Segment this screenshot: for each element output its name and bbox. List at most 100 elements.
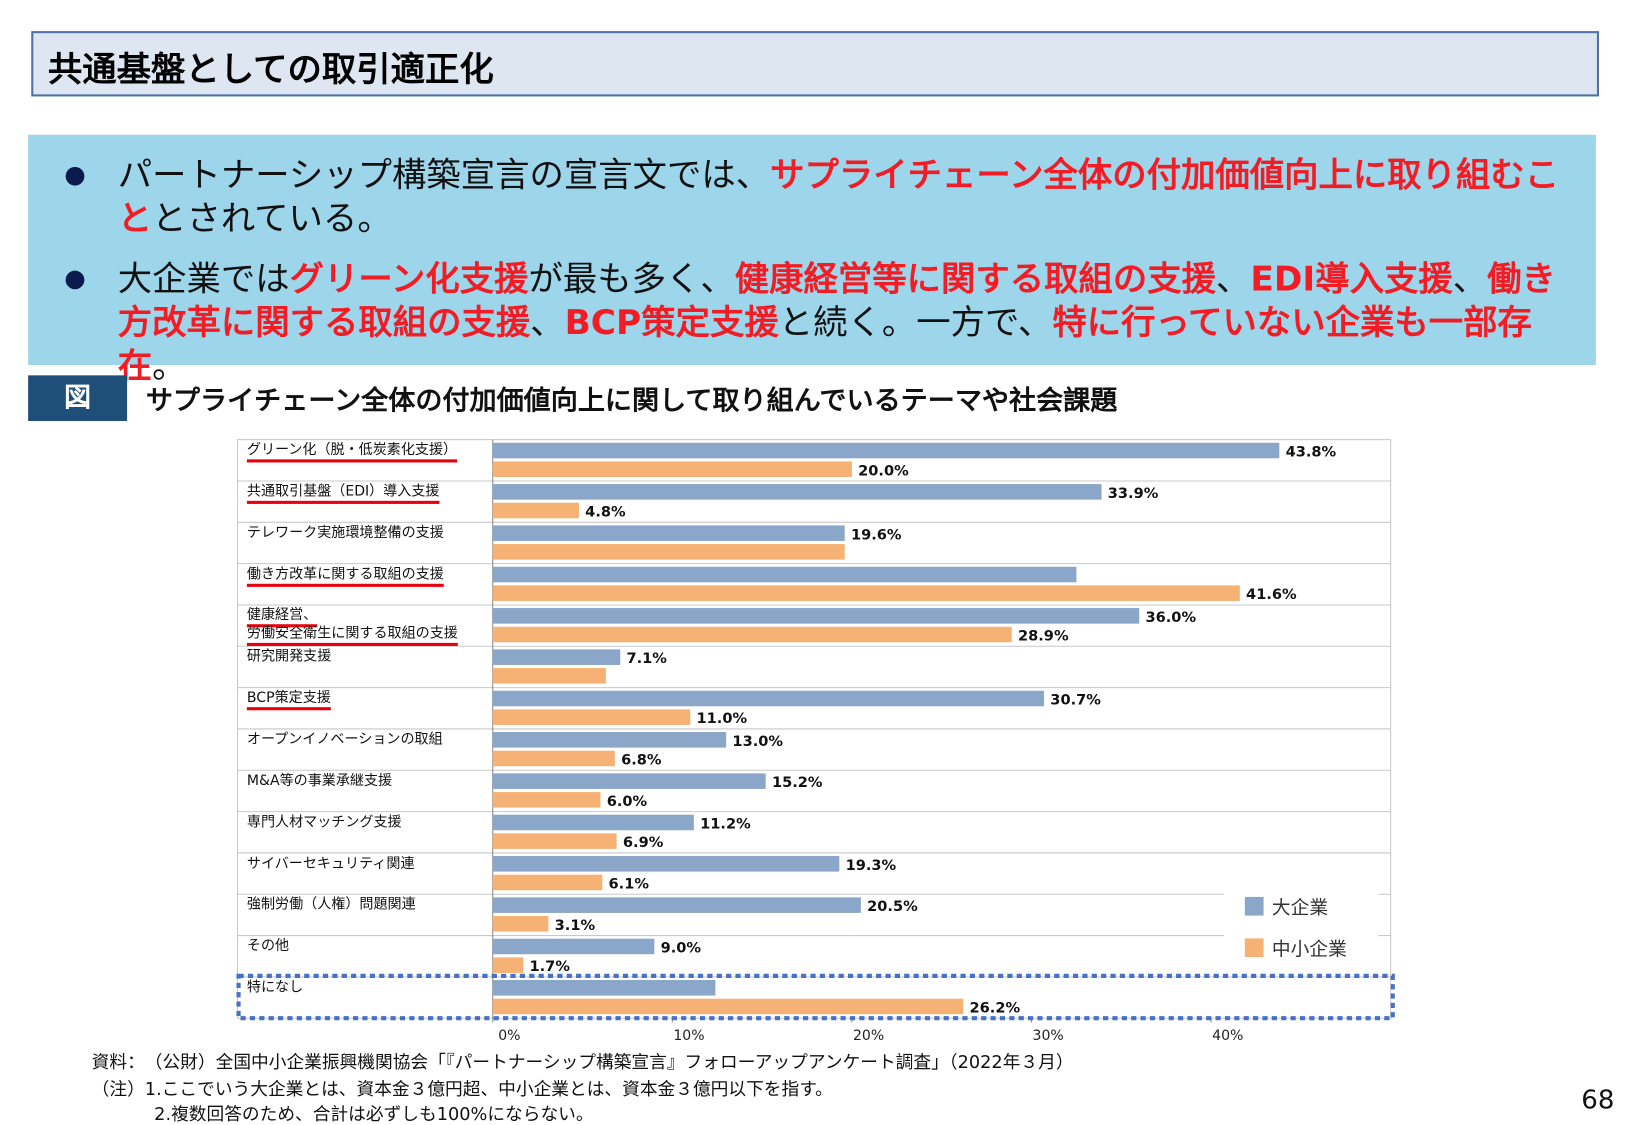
highlight-box — [236, 973, 1395, 1021]
bar — [492, 773, 766, 789]
value-label: 41.6% — [1246, 586, 1297, 603]
category-label: BCP策定支援 — [246, 689, 331, 707]
category-label: M&A等の事業承継支援 — [246, 772, 393, 789]
header-title: 共通基盤としての取引適正化 — [47, 48, 494, 90]
emphasis-text: グリーン化支援 — [289, 258, 529, 299]
legend-label: 中小企業 — [1272, 939, 1347, 960]
bar — [492, 690, 1045, 707]
legend-label: 大企業 — [1272, 898, 1329, 919]
emphasis-text: BCP策定支援 — [564, 301, 779, 343]
bar — [492, 957, 524, 973]
value-label: 20.0% — [858, 462, 909, 479]
category-label: グリーン化（脱・低炭素化支援） — [246, 441, 458, 459]
bar — [492, 525, 845, 541]
value-label: 15.2% — [772, 774, 823, 791]
value-label: 33.9% — [1108, 485, 1159, 502]
bar — [492, 484, 1102, 500]
bullet-text: 大企業では — [117, 258, 290, 299]
bar — [492, 709, 691, 725]
bar — [492, 897, 861, 913]
emphasis-text: 特に行っていない企業も一部存在 — [117, 301, 1532, 386]
bullet-text: 。 — [152, 345, 187, 386]
x-tick-label: 10% — [673, 1028, 704, 1044]
category-label: 専門人材マッチング支援 — [246, 813, 402, 831]
value-label: 26.2% — [969, 1000, 1020, 1017]
chart-title: サプライチェーン全体の付加価値向上に関して取り組んでいるテーマや社会課題 — [145, 385, 1118, 417]
bar — [492, 732, 727, 748]
emphasis-text: サプライチェーン全体の付加価値向上に取り組むこと — [117, 154, 1560, 239]
category-label: 共通取引基盤（EDI）導入支援 — [246, 483, 440, 500]
emphasis-text: EDI導入支援 — [1250, 258, 1453, 299]
value-label: 28.9% — [1018, 628, 1069, 645]
bullet-text: 、 — [1452, 258, 1488, 299]
category-label: 強制労働（人権）問題関連 — [246, 896, 416, 913]
bullet-text: と続く。一方で、 — [778, 301, 1053, 343]
note: 2.複数回答のため、合計は必ずしも100%にならない。 — [154, 1104, 594, 1125]
bar — [492, 980, 716, 996]
value-label: 6.1% — [609, 876, 650, 893]
bar — [492, 668, 606, 684]
value-label: 13.0% — [732, 733, 783, 750]
note: （注）1.ここでいう大企業とは、資本金３億円超、中小企業とは、資本金３億円以下を… — [91, 1079, 833, 1101]
value-label: 9.0% — [661, 940, 702, 957]
summary-box: パートナーシップ構築宣言の宣言文では、サプライチェーン全体の付加価値向上に取り組… — [28, 134, 1596, 386]
value-label: 20.5% — [867, 898, 918, 915]
value-label: 6.8% — [621, 752, 662, 769]
figure-label: 図 — [28, 375, 128, 421]
emphasis-text: 健康経営等に関する取組の支援 — [734, 258, 1217, 299]
bar — [492, 856, 840, 872]
value-label: 19.6% — [851, 526, 902, 543]
bullet: パートナーシップ構築宣言の宣言文では、サプライチェーン全体の付加価値向上に取り組… — [65, 153, 1576, 240]
x-tick-label: 0% — [498, 1028, 520, 1044]
bar — [492, 626, 1012, 643]
bar — [492, 833, 617, 849]
bullet-text: 、 — [1216, 258, 1251, 299]
value-label: 43.8% — [1286, 444, 1337, 461]
source: 資料： （公財）全国中小企業振興機関協会「『パートナーシップ構築宣言』フォローア… — [91, 1052, 1074, 1074]
value-label: 19.3% — [846, 857, 897, 874]
x-tick-label: 20% — [853, 1028, 884, 1044]
category-label: 健康経営、 労働安全衛生に関する取組の支援 — [246, 607, 458, 643]
legend-swatch — [1244, 896, 1264, 916]
bar — [492, 442, 1280, 459]
value-label: 4.8% — [585, 504, 626, 521]
bar — [492, 649, 621, 665]
value-label: 7.1% — [626, 650, 667, 667]
category-label: 特になし — [246, 978, 304, 996]
bar — [492, 814, 694, 831]
bar — [492, 461, 852, 477]
value-label: 30.7% — [1050, 692, 1101, 709]
bar — [492, 916, 549, 932]
value-label: 1.7% — [530, 958, 571, 975]
bar — [492, 998, 964, 1015]
bar — [492, 566, 1077, 583]
category-label: サイバーセキュリティ関連 — [246, 854, 415, 872]
category-label: 働き方改革に関する取組の支援 — [246, 565, 444, 583]
bar — [492, 502, 579, 519]
value-label: 6.9% — [623, 834, 664, 851]
bullet-text: パートナーシップ構築宣言の宣言文では、 — [117, 154, 771, 195]
value-label: 11.0% — [697, 710, 748, 727]
bar — [492, 608, 1140, 624]
bullet: 大企業ではグリーン化支援が最も多く、健康経営等に関する取組の支援、EDI導入支援… — [65, 257, 1576, 388]
bar — [492, 938, 655, 955]
bullet-text: とされている。 — [152, 198, 392, 239]
bar — [492, 874, 603, 891]
bar — [492, 585, 1240, 601]
x-tick-label: 30% — [1033, 1028, 1064, 1044]
value-label: 3.1% — [555, 917, 596, 934]
category-label: その他 — [246, 937, 290, 955]
category-label: テレワーク実施環境整備の支援 — [246, 524, 444, 541]
x-tick-label: 40% — [1212, 1028, 1243, 1044]
bullet-text: 、 — [530, 301, 565, 343]
category-label: 研究開発支援 — [246, 648, 332, 665]
value-label: 6.0% — [607, 793, 648, 810]
bullet-text: が最も多く、 — [528, 258, 735, 299]
header: 共通基盤としての取引適正化 — [31, 31, 1600, 97]
value-label: 36.0% — [1145, 609, 1196, 626]
value-label: 11.2% — [700, 816, 751, 833]
bar — [492, 544, 845, 560]
bar — [492, 792, 601, 808]
